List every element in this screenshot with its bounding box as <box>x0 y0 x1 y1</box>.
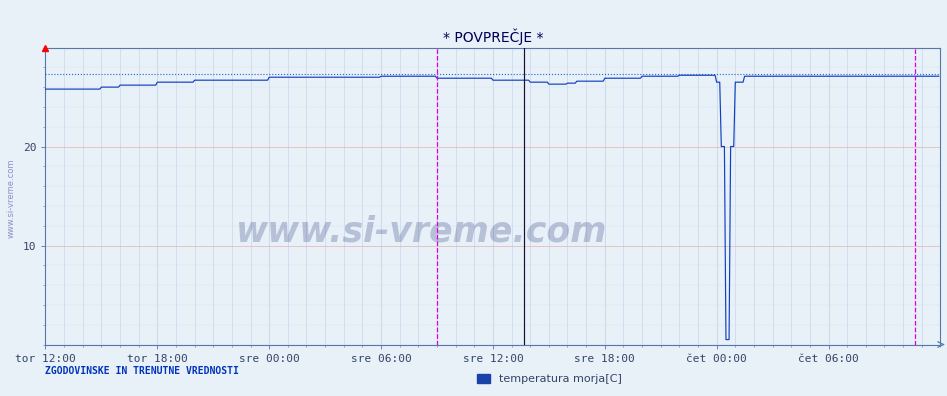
Text: www.si-vreme.com: www.si-vreme.com <box>236 215 607 249</box>
Title: * POVPREČJE *: * POVPREČJE * <box>442 29 544 45</box>
Legend: temperatura morja[C]: temperatura morja[C] <box>473 369 626 388</box>
Text: www.si-vreme.com: www.si-vreme.com <box>7 158 16 238</box>
Text: ZGODOVINSKE IN TRENUTNE VREDNOSTI: ZGODOVINSKE IN TRENUTNE VREDNOSTI <box>45 366 240 376</box>
